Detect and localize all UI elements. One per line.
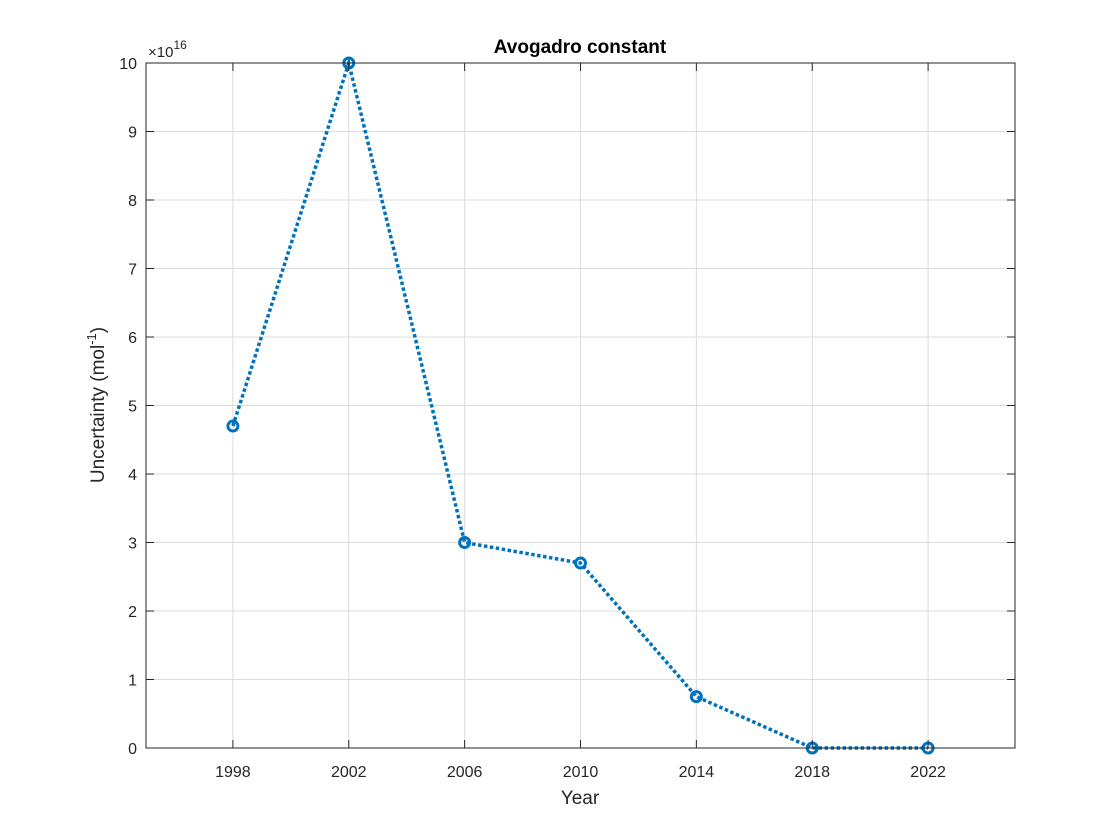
y-axis-label-close: ) [88, 327, 109, 333]
y-axis-multiplier: ×1016 [148, 38, 187, 61]
y-tick-label: 9 [128, 125, 137, 142]
y-tick-label: 6 [128, 330, 137, 347]
y-tick-label: 0 [128, 741, 137, 758]
x-tick-label: 2018 [794, 764, 830, 781]
data-point [226, 419, 240, 433]
x-tick-label: 2014 [679, 764, 715, 781]
y-tick-label: 5 [128, 399, 137, 416]
y-tick-label: 7 [128, 262, 137, 279]
y-multiplier-base: ×10 [148, 44, 173, 61]
x-tick-label: 2022 [910, 764, 946, 781]
y-axis-label-main: Uncertainty (mol [88, 345, 109, 483]
x-tick-label: 2010 [563, 764, 599, 781]
y-tick-label: 1 [128, 673, 137, 690]
y-tick-label: 3 [128, 536, 137, 553]
grid [146, 62, 1015, 749]
y-axis-label: Uncertainty (mol-1) [84, 327, 109, 483]
data-point [458, 536, 472, 549]
y-tick-label: 10 [119, 56, 137, 73]
y-multiplier-exp: 16 [173, 38, 187, 52]
y-tick-label: 8 [128, 193, 137, 210]
data-point [574, 556, 587, 570]
x-tick-label: 2002 [331, 764, 367, 781]
x-axis-label: Year [561, 788, 600, 809]
data-point [689, 690, 703, 704]
y-tick-label: 4 [128, 467, 137, 484]
y-tick-label: 2 [128, 604, 137, 621]
chart-title: Avogadro constant [494, 37, 667, 58]
x-tick-label: 1998 [215, 764, 251, 781]
y-axis-label-sup: -1 [84, 333, 99, 345]
ticks: 1998 2002 2006 2010 2014 2018 2022 0 1 2 3 4 5 6 7 8 9 10 [119, 56, 1015, 781]
x-tick-label: 2006 [447, 764, 483, 781]
